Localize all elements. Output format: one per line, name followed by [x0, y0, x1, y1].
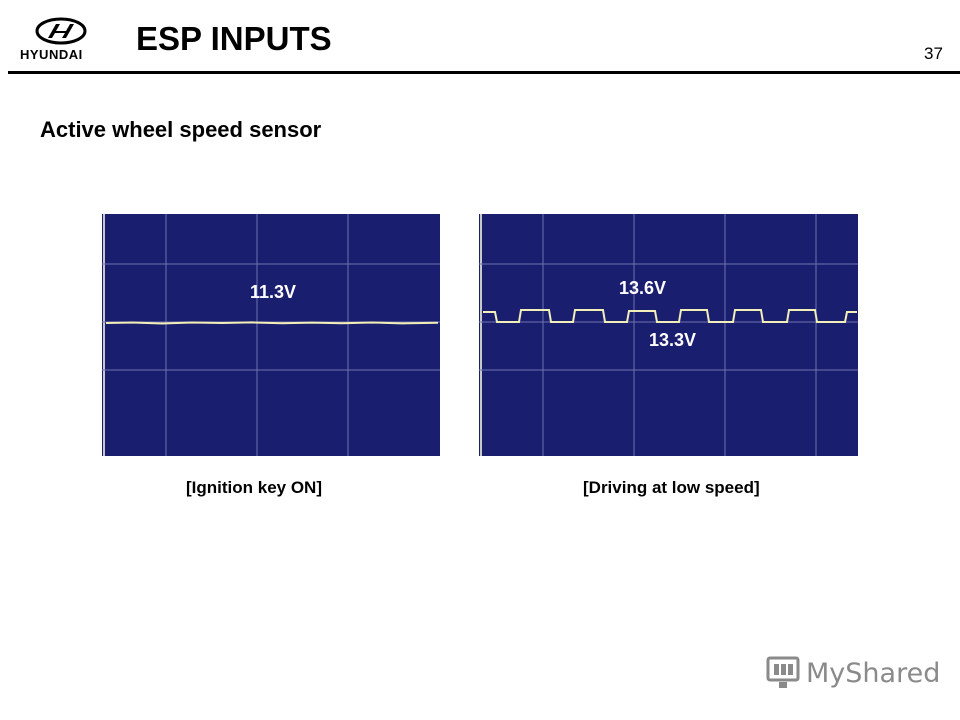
voltage-high-label: 13.6V	[619, 278, 667, 298]
hyundai-logo-icon	[18, 16, 104, 64]
watermark-text: MyShared	[806, 658, 941, 689]
header-divider	[8, 71, 960, 74]
voltage-trace-right	[483, 309, 857, 323]
section-subtitle: Active wheel speed sensor	[40, 117, 322, 142]
page-number: 37	[924, 44, 943, 63]
oscilloscope-ignition-on: 11.3V	[102, 214, 440, 456]
voltage-label: 11.3V	[250, 282, 297, 302]
brand-wordmark: HYUNDAI	[20, 47, 83, 62]
monitor-icon	[766, 656, 800, 688]
oscilloscope-driving-low-speed: 13.6V 13.3V	[479, 214, 858, 456]
voltage-trace-left	[105, 321, 439, 325]
page-title: ESP INPUTS	[136, 20, 332, 57]
caption-ignition-on: [Ignition key ON]	[186, 478, 322, 497]
voltage-low-label: 13.3V	[649, 330, 697, 350]
caption-driving-low-speed: [Driving at low speed]	[583, 478, 760, 497]
watermark: MyShared	[766, 656, 940, 696]
